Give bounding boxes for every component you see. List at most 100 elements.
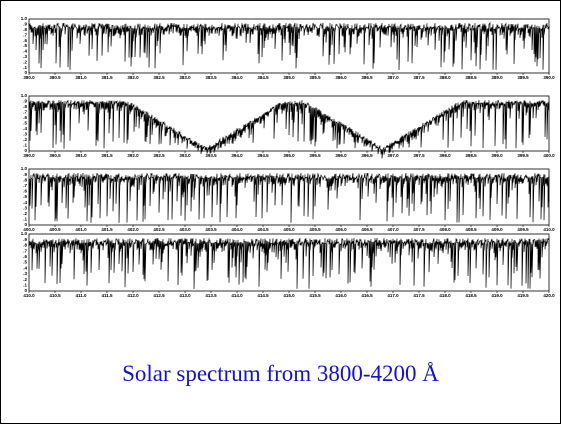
x-tick-label: 394.5 [257,153,269,158]
x-tick-label: 395.5 [309,153,321,158]
x-tick-label: 384.5 [257,75,269,80]
x-tick-label: 390.0 [543,75,555,80]
y-tick-label: .3 [23,132,27,137]
x-tick-label: 419.5 [517,293,529,298]
x-tick-label: 382.5 [153,75,165,80]
x-tick-label: 398.0 [439,153,451,158]
y-tick-label: 1.0 [21,166,28,171]
x-tick-label: 380.0 [23,75,35,80]
x-tick-label: 397.5 [413,153,425,158]
x-tick-label: 392.0 [127,153,139,158]
y-tick-label: .4 [23,49,27,54]
y-tick-label: .7 [23,183,27,188]
y-tick-label: .7 [23,110,27,115]
x-tick-label: 396.5 [361,153,373,158]
y-tick-label: .1 [23,217,27,222]
x-tick-label: 406.0 [335,227,347,232]
x-tick-label: 387.0 [387,75,399,80]
x-tick-label: 397.0 [387,153,399,158]
y-tick-label: .2 [23,59,27,64]
x-tick-label: 383.5 [205,75,217,80]
y-tick-label: .4 [23,126,27,131]
x-tick-label: 405.5 [309,227,321,232]
x-tick-label: 399.0 [491,153,503,158]
x-tick-label: 420.0 [543,293,555,298]
x-tick-label: 402.5 [153,227,165,232]
x-tick-label: 418.5 [465,293,477,298]
spectrum-trace [28,22,550,71]
x-tick-label: 411.0 [75,293,87,298]
x-tick-label: 410.5 [49,293,61,298]
y-tick-label: .1 [23,282,27,287]
y-tick-label: .9 [23,237,27,242]
y-tick-label: .7 [23,248,27,253]
x-tick-label: 412.0 [127,293,139,298]
x-tick-label: 388.5 [465,75,477,80]
x-tick-label: 394.0 [231,153,243,158]
x-tick-label: 410.0 [23,293,35,298]
x-tick-label: 403.5 [205,227,217,232]
caption: Solar spectrum from 3800-4200 Å [122,361,439,386]
x-tick-label: 417.5 [413,293,425,298]
y-tick-label: .3 [23,271,27,276]
x-tick-label: 399.5 [517,153,529,158]
y-tick-label: .6 [23,189,27,194]
y-tick-label: 1.0 [21,16,28,21]
x-tick-label: 398.5 [465,153,477,158]
x-tick-label: 385.5 [309,75,321,80]
x-tick-label: 414.0 [231,293,243,298]
x-tick-label: 415.5 [309,293,321,298]
x-tick-label: 401.5 [101,227,113,232]
y-tick-label: 0 [24,148,27,153]
y-tick-label: .3 [23,205,27,210]
x-tick-label: 400.0 [23,227,35,232]
x-tick-label: 409.5 [517,227,529,232]
x-tick-label: 416.5 [361,293,373,298]
x-tick-label: 404.0 [231,227,243,232]
x-tick-label: 405.0 [283,227,295,232]
y-tick-label: .8 [23,104,27,109]
x-tick-label: 393.0 [179,153,191,158]
x-tick-label: 403.0 [179,227,191,232]
x-tick-label: 386.0 [335,75,347,80]
x-tick-label: 414.5 [257,293,269,298]
y-tick-label: .8 [23,243,27,248]
y-tick-label: .3 [23,54,27,59]
y-tick-label: .8 [23,27,27,32]
y-tick-label: 0 [24,288,27,293]
x-tick-label: 402.0 [127,227,139,232]
spectrum-trace [28,99,550,159]
x-tick-label: 396.0 [335,153,347,158]
x-tick-label: 406.5 [361,227,373,232]
y-tick-label: .9 [23,99,27,104]
x-tick-label: 409.0 [491,227,503,232]
x-tick-label: 382.0 [127,75,139,80]
x-tick-label: 417.0 [387,293,399,298]
x-tick-label: 381.0 [75,75,87,80]
x-tick-label: 380.5 [49,75,61,80]
spectrum-trace [28,237,550,290]
x-tick-label: 389.0 [491,75,503,80]
x-tick-label: 413.0 [179,293,191,298]
x-tick-label: 419.0 [491,293,503,298]
y-tick-label: .1 [23,65,27,70]
y-tick-label: .5 [23,121,27,126]
y-tick-label: 1.0 [21,93,28,98]
x-tick-label: 388.0 [439,75,451,80]
x-tick-label: 384.0 [231,75,243,80]
x-tick-label: 390.0 [23,153,35,158]
x-tick-label: 413.5 [205,293,217,298]
x-tick-label: 391.0 [75,153,87,158]
x-tick-label: 411.5 [101,293,113,298]
x-tick-label: 407.0 [387,227,399,232]
spectrum-trace [28,172,550,223]
x-tick-label: 415.0 [283,293,295,298]
y-tick-label: .4 [23,200,27,205]
x-tick-label: 416.0 [335,293,347,298]
y-tick-label: .2 [23,211,27,216]
x-tick-label: 392.5 [153,153,165,158]
y-tick-label: .8 [23,177,27,182]
y-tick-label: .2 [23,137,27,142]
y-tick-label: .9 [23,22,27,27]
y-tick-label: .2 [23,277,27,282]
